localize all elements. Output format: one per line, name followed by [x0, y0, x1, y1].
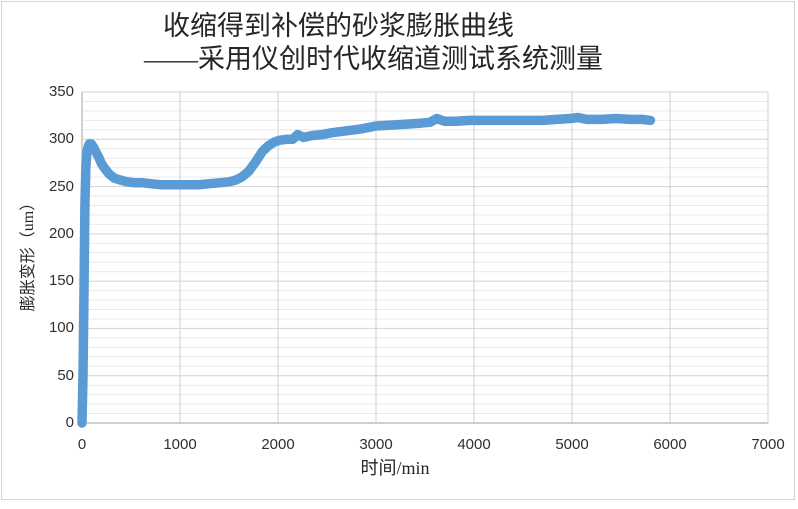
- x-axis-title: 时间/min: [360, 458, 430, 478]
- y-tick-label: 250: [48, 177, 74, 195]
- y-tick-label: 300: [48, 130, 74, 148]
- chart-frame: [1, 1, 795, 500]
- x-tick-label: 0: [77, 436, 87, 453]
- y-tick-label: 200: [48, 224, 74, 242]
- y-tick-label: 150: [48, 272, 74, 290]
- data-series: [77, 112, 656, 428]
- x-tick-label: 2000: [261, 436, 295, 453]
- y-tick-label: 100: [48, 319, 74, 337]
- x-tick-label: 3000: [359, 436, 393, 453]
- y-tick-label: 50: [57, 366, 74, 384]
- y-tick-label: 0: [65, 414, 74, 431]
- x-tick-label: 6000: [653, 436, 687, 453]
- x-tick-label: 5000: [555, 436, 589, 453]
- y-tick-label: 350: [48, 83, 74, 100]
- y-axis-title: 膨胀变形（um）: [20, 194, 37, 312]
- x-tick-label: 7000: [751, 436, 785, 453]
- chart-title-line2: ——采用仪创时代收缩道测试系统测量: [144, 44, 603, 74]
- chart-title-line1: 收缩得到补偿的砂浆膨胀曲线: [163, 11, 514, 41]
- x-tick-label: 1000: [163, 436, 197, 453]
- x-tick-label: 4000: [457, 436, 491, 453]
